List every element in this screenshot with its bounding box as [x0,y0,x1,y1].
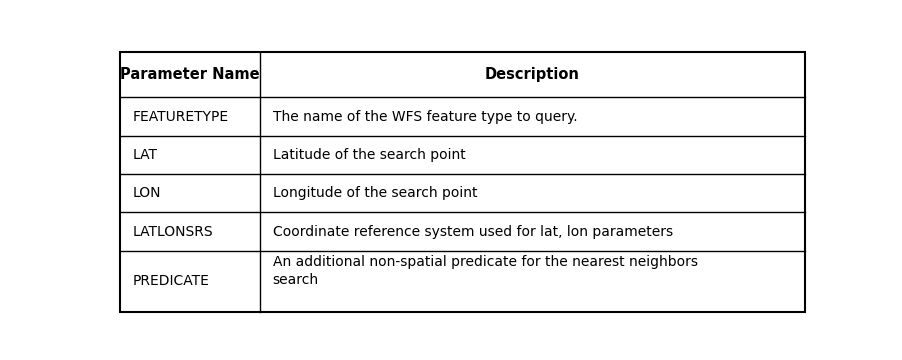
Text: FEATURETYPE: FEATURETYPE [133,110,228,123]
Text: LON: LON [133,186,161,200]
Bar [260,136,805,174]
Bar [260,212,805,251]
Text: Latitude of the search point: Latitude of the search point [272,148,465,162]
Text: Description: Description [485,67,580,82]
Bar [260,174,805,212]
Text: PREDICATE: PREDICATE [133,274,209,288]
Text: LATLONSRS: LATLONSRS [133,225,213,239]
Bar [260,51,805,98]
Text: LAT: LAT [133,148,157,162]
Bar [120,98,260,136]
Bar [120,212,260,251]
Text: Parameter Name: Parameter Name [120,67,260,82]
Bar [120,51,260,98]
Bar [260,251,805,312]
Text: Longitude of the search point: Longitude of the search point [272,186,477,200]
Text: The name of the WFS feature type to query.: The name of the WFS feature type to quer… [272,110,577,123]
Text: Coordinate reference system used for lat, lon parameters: Coordinate reference system used for lat… [272,225,673,239]
Text: An additional non-spatial predicate for the nearest neighbors
search: An additional non-spatial predicate for … [272,255,698,287]
Bar [120,251,260,312]
Bar [260,98,805,136]
Bar [120,136,260,174]
Bar [120,174,260,212]
